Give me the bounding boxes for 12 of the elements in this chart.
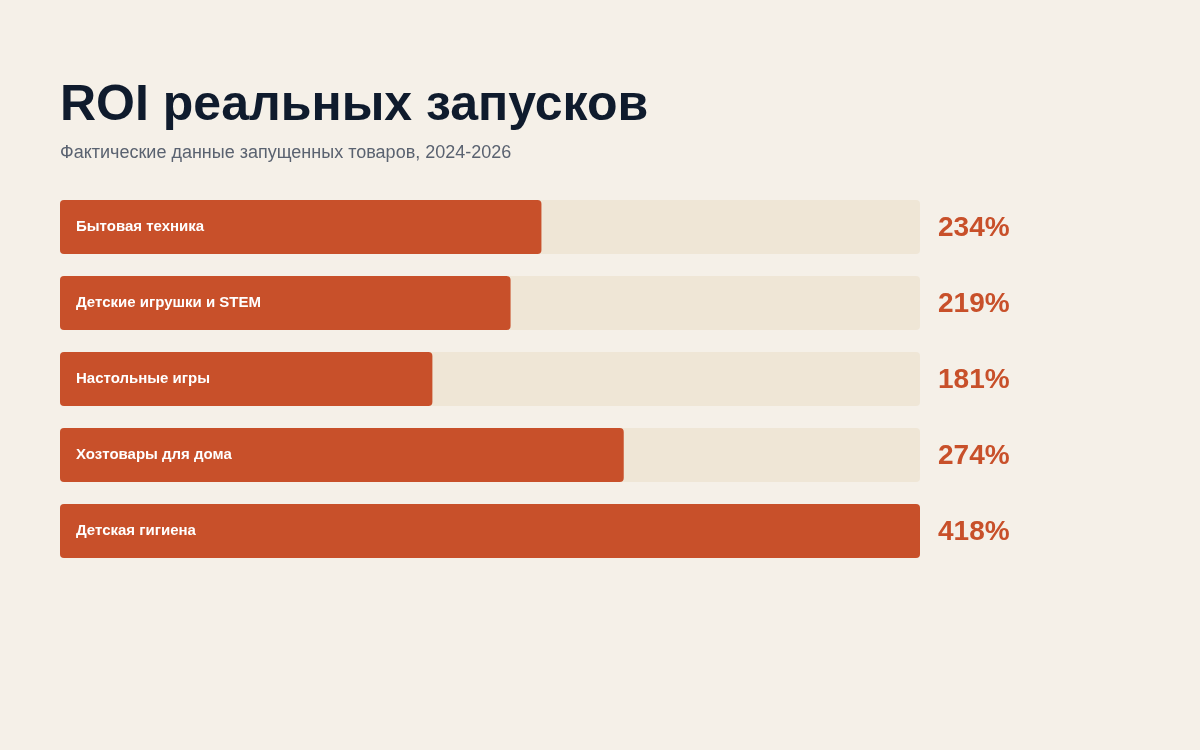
y-tick-label: Бытовая техника: [76, 217, 205, 235]
data-label: 234%: [938, 210, 1010, 242]
chart-subtitle: Фактические данные запущенных товаров, 2024-2026: [60, 142, 512, 163]
y-tick-label: Хозтовары для дома: [76, 445, 233, 463]
data-label: 274%: [938, 438, 1010, 470]
chart-title: ROI реальных запусков: [60, 74, 649, 132]
data-label: 418%: [938, 514, 1010, 546]
data-label: 181%: [938, 362, 1010, 394]
y-tick-label: Детская гигиена: [76, 521, 197, 539]
y-tick-label: Настольные игры: [76, 369, 211, 387]
y-tick-label: Детские игрушки и STEM: [76, 293, 261, 311]
data-label: 219%: [938, 286, 1010, 318]
